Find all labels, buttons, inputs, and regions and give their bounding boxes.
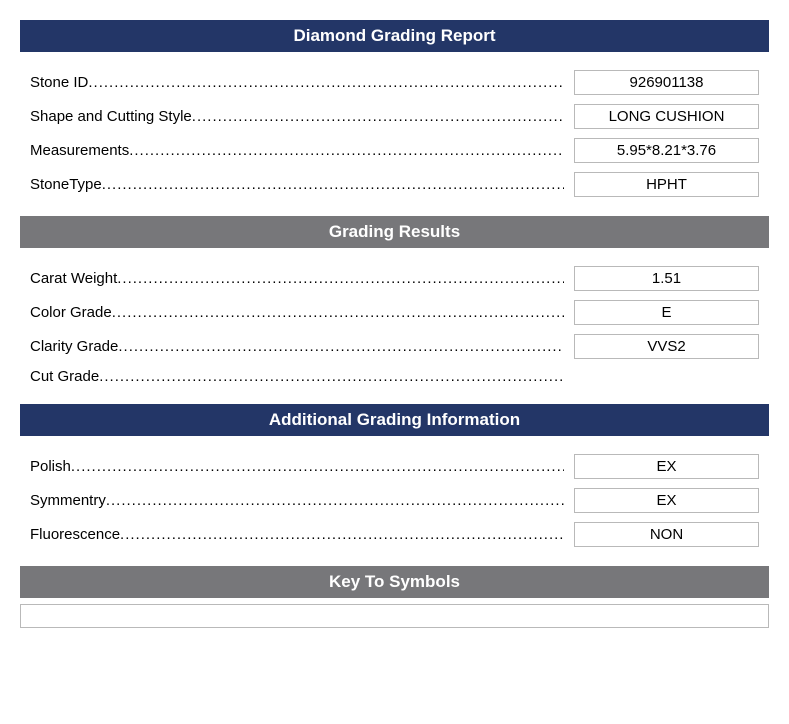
value-stone-type: HPHT [574,172,759,197]
symbols-box [20,604,769,628]
row-color: Color Grade E [30,300,759,325]
row-carat: Carat Weight 1.51 [30,266,759,291]
additional-header: Additional Grading Information [20,404,769,436]
label-polish: Polish [30,458,564,475]
value-clarity: VVS2 [574,334,759,359]
row-stone-id: Stone ID 926901138 [30,70,759,95]
value-polish: EX [574,454,759,479]
value-fluorescence: NON [574,522,759,547]
label-clarity: Clarity Grade [30,338,564,355]
row-clarity: Clarity Grade VVS2 [30,334,759,359]
symbols-header: Key To Symbols [20,566,769,598]
label-color: Color Grade [30,304,564,321]
report-header: Diamond Grading Report [20,20,769,52]
label-shape: Shape and Cutting Style [30,108,564,125]
value-color: E [574,300,759,325]
label-carat: Carat Weight [30,270,564,287]
additional-section: Polish EX Symmentry EX Fluorescence NON [20,436,769,566]
value-measurements: 5.95*8.21*3.76 [574,138,759,163]
value-symmetry: EX [574,488,759,513]
grading-section: Carat Weight 1.51 Color Grade E Clarity … [20,248,769,404]
label-fluorescence: Fluorescence [30,526,564,543]
row-fluorescence: Fluorescence NON [30,522,759,547]
row-symmetry: Symmentry EX [30,488,759,513]
value-carat: 1.51 [574,266,759,291]
value-stone-id: 926901138 [574,70,759,95]
row-polish: Polish EX [30,454,759,479]
label-symmetry: Symmentry [30,492,564,509]
row-shape: Shape and Cutting Style LONG CUSHION [30,104,759,129]
row-cut: Cut Grade [30,368,759,385]
label-cut: Cut Grade [30,368,564,385]
grading-header: Grading Results [20,216,769,248]
value-shape: LONG CUSHION [574,104,759,129]
row-measurements: Measurements 5.95*8.21*3.76 [30,138,759,163]
report-section: Stone ID 926901138 Shape and Cutting Sty… [20,52,769,216]
row-stone-type: StoneType HPHT [30,172,759,197]
label-measurements: Measurements [30,142,564,159]
label-stone-type: StoneType [30,176,564,193]
label-stone-id: Stone ID [30,74,564,91]
